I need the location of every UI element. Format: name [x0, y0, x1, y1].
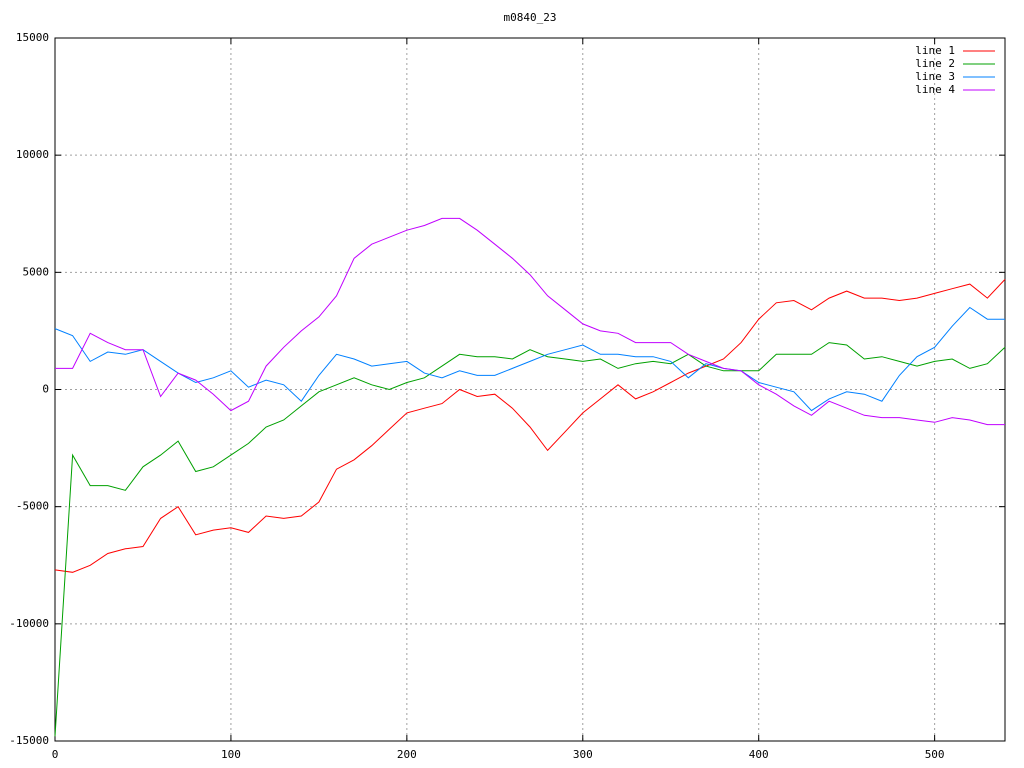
y-tick-label: 15000	[16, 31, 49, 44]
x-tick-label: 100	[221, 748, 241, 761]
series-line	[55, 217, 1005, 426]
legend-label: line 3	[915, 70, 955, 83]
series-line	[54, 279, 1006, 573]
y-tick-label: 5000	[23, 265, 50, 278]
series-line	[54, 342, 1006, 737]
y-tick-label: -10000	[9, 617, 49, 630]
y-tick-label: 10000	[16, 148, 49, 161]
chart-title: m0840_23	[504, 11, 557, 24]
legend-label: line 2	[915, 57, 955, 70]
y-tick-label: -15000	[9, 734, 49, 747]
x-tick-label: 200	[397, 748, 417, 761]
x-tick-label: 300	[573, 748, 593, 761]
x-tick-label: 400	[749, 748, 769, 761]
legend-label: line 4	[915, 83, 955, 96]
plot-frame	[54, 37, 1006, 742]
series-line	[54, 306, 1005, 412]
legend-label: line 1	[915, 44, 955, 57]
y-tick-label: -5000	[16, 500, 49, 513]
x-tick-label: 500	[925, 748, 945, 761]
y-tick-label: 0	[42, 383, 49, 396]
x-tick-label: 0	[52, 748, 59, 761]
